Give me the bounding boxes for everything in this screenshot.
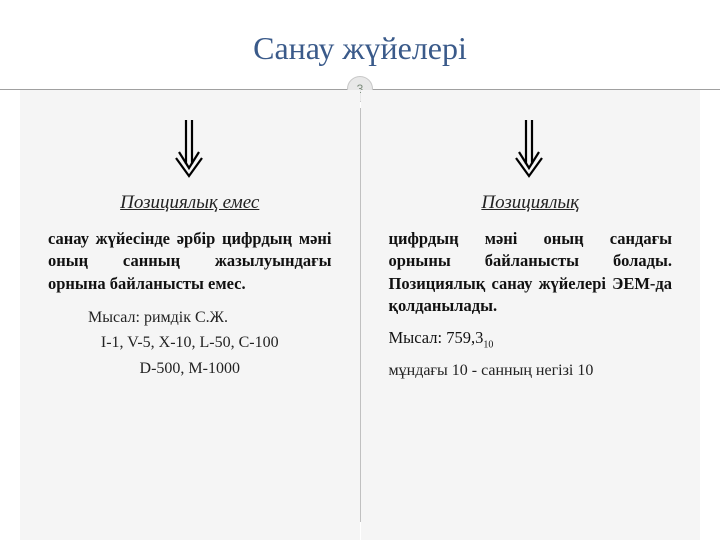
left-body: санау жүйесінде әрбір цифрдың мәні оның … (48, 228, 332, 295)
left-example-line1: I-1, V-5, X-10, L-50, C-100 (48, 330, 332, 356)
left-example-label: Мысал: римдік С.Ж. (48, 305, 332, 331)
title-area: Санау жүйелері 3 (0, 0, 720, 90)
right-example-subscript: 10 (483, 339, 493, 350)
right-heading: Позициялық (389, 192, 673, 214)
right-body: цифрдың мәні оның сандағы орныны байланы… (389, 228, 673, 317)
right-note: мұндағы 10 - санның негізі 10 (389, 362, 673, 380)
right-arrow-wrap (389, 118, 673, 180)
down-arrow-icon (172, 118, 208, 180)
left-arrow-wrap (48, 118, 332, 180)
left-column: Позициялық емес санау жүйесінде әрбір ци… (20, 90, 360, 540)
slide: Санау жүйелері 3 Позициялық емес санау ж… (0, 0, 720, 540)
left-margin (0, 90, 20, 540)
right-example-prefix: Мысал: 759,3 (389, 328, 484, 347)
left-heading: Позициялық емес (48, 192, 332, 214)
right-margin (700, 90, 720, 540)
slide-title: Санау жүйелері (253, 30, 467, 67)
down-arrow-icon (512, 118, 548, 180)
right-example: Мысал: 759,310 (389, 327, 673, 352)
right-column: Позициялық цифрдың мәні оның сандағы орн… (361, 90, 701, 540)
content-row: Позициялық емес санау жүйесінде әрбір ци… (0, 90, 720, 540)
left-example-line2: D-500, M-1000 (48, 356, 332, 382)
